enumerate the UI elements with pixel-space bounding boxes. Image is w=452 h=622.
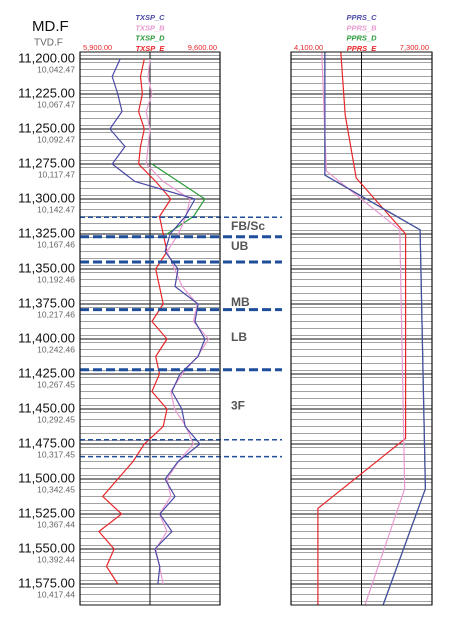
md-tick-label: 11,400.00 — [18, 330, 75, 345]
md-tick-label: 11,325.00 — [18, 225, 75, 240]
log-curve — [145, 58, 210, 585]
tvd-tick-label: 10,042.47 — [37, 64, 75, 74]
legend-entry: TXSP_D — [135, 34, 165, 43]
tvd-tick-label: 10,292.45 — [37, 414, 75, 424]
zone-label: UB — [231, 239, 249, 253]
tvd-tick-label: 10,392.44 — [37, 554, 75, 564]
track-frame — [79, 51, 221, 606]
tvd-tick-label: 10,067.47 — [37, 99, 75, 109]
md-tick-label: 11,450.00 — [18, 400, 75, 415]
md-tick-label: 11,425.00 — [18, 365, 75, 380]
tvd-tick-label: 10,167.46 — [37, 239, 75, 249]
track-frame — [290, 51, 433, 606]
legend-entry: PPRS_D — [346, 34, 377, 43]
x-tick-label: 9,600.00 — [188, 43, 217, 52]
md-tick-label: 11,500.00 — [18, 470, 75, 485]
tvd-tick-label: 10,417.44 — [37, 589, 75, 599]
log-curve — [317, 51, 407, 605]
x-tick-label: 4,100.00 — [294, 43, 323, 52]
zone-label: LB — [231, 330, 247, 344]
tvd-tick-label: 10,142.47 — [37, 204, 75, 214]
tvd-tick-label: 10,192.46 — [37, 274, 75, 284]
tvd-tick-label: 10,342.45 — [37, 484, 75, 494]
md-tick-label: 11,525.00 — [18, 505, 75, 520]
md-tick-label: 11,225.00 — [18, 85, 75, 100]
x-tick-label: 7,300.00 — [400, 43, 429, 52]
md-tick-label: 11,300.00 — [18, 190, 75, 205]
legend-entry: PPRS_C — [346, 13, 377, 22]
md-tick-label: 11,275.00 — [18, 155, 75, 170]
legend-entry: TXSP_C — [135, 13, 165, 22]
legend-entry: PPRS_B — [346, 23, 377, 32]
log-curve — [98, 58, 172, 585]
md-tick-label: 11,550.00 — [18, 540, 75, 555]
tvd-tick-label: 10,267.45 — [37, 379, 75, 389]
legend-entry: TXSP_B — [135, 23, 165, 32]
zone-label: MB — [231, 295, 250, 309]
zone-label: FB/Sc — [231, 219, 265, 233]
md-tick-label: 11,250.00 — [18, 120, 75, 135]
md-tick-label: 11,350.00 — [18, 260, 75, 275]
tvd-tick-label: 10,367.44 — [37, 519, 75, 529]
tvd-tick-label: 10,317.45 — [37, 449, 75, 459]
md-tick-label: 11,575.00 — [18, 575, 75, 590]
md-title: MD.F — [32, 18, 69, 35]
log-curve — [109, 58, 206, 585]
tvd-tick-label: 10,092.47 — [37, 134, 75, 144]
legend-entry: TXSP_E — [136, 44, 166, 53]
tvd-tick-label: 10,117.47 — [38, 169, 75, 179]
log-curve — [324, 52, 427, 606]
md-tick-label: 11,375.00 — [18, 295, 75, 310]
md-tick-label: 11,200.00 — [18, 50, 75, 65]
log-curve — [151, 163, 206, 235]
md-tick-label: 11,475.00 — [18, 435, 75, 450]
tvd-tick-label: 10,217.46 — [37, 309, 75, 319]
tvd-tick-label: 10,242.46 — [37, 344, 75, 354]
legend-entry: PPRS_E — [347, 44, 378, 53]
tvd-title: TVD.F — [34, 38, 63, 49]
zone-label: 3F — [231, 398, 245, 412]
x-tick-label: 5,900.00 — [83, 43, 112, 52]
